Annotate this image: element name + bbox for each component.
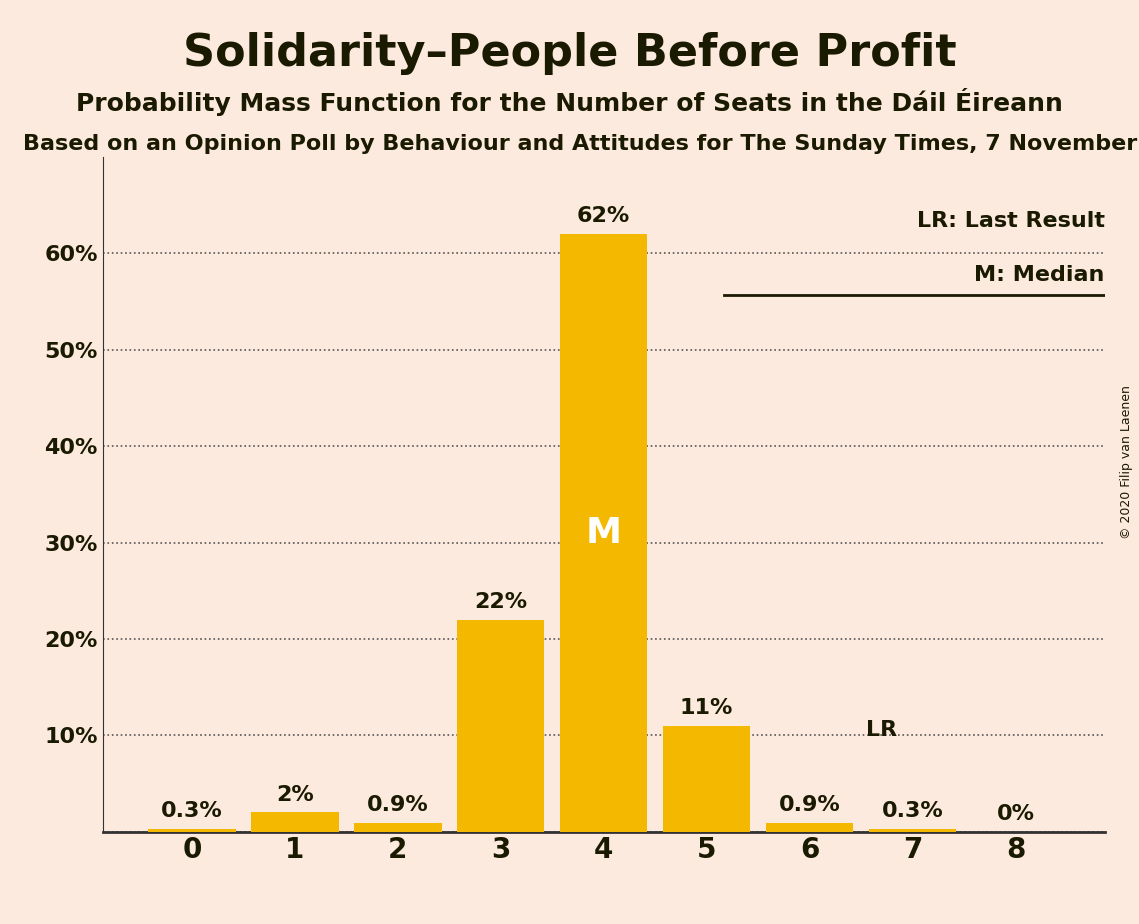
Text: 22%: 22% (474, 592, 527, 612)
Text: © 2020 Filip van Laenen: © 2020 Filip van Laenen (1121, 385, 1133, 539)
Text: 0.3%: 0.3% (882, 801, 943, 821)
Text: 0.9%: 0.9% (779, 796, 841, 815)
Bar (560, 234, 647, 832)
Text: 2%: 2% (276, 784, 313, 805)
Bar (457, 620, 544, 832)
Text: LR: LR (867, 721, 898, 740)
Text: LR: Last Result: LR: Last Result (917, 211, 1105, 231)
Text: 62%: 62% (577, 206, 630, 226)
Text: 0.9%: 0.9% (367, 796, 428, 815)
Bar (148, 829, 236, 832)
Text: Based on an Opinion Poll by Behaviour and Attitudes for The Sunday Times, 7 Nove: Based on an Opinion Poll by Behaviour an… (23, 134, 1139, 154)
Text: M: M (585, 516, 622, 550)
Bar (251, 812, 338, 832)
Text: M: Median: M: Median (975, 265, 1105, 285)
Text: Solidarity–People Before Profit: Solidarity–People Before Profit (182, 32, 957, 76)
Bar (354, 823, 442, 832)
Bar (663, 725, 751, 832)
Text: 0.3%: 0.3% (161, 801, 223, 821)
Bar (869, 829, 957, 832)
Text: 0%: 0% (997, 804, 1034, 824)
Text: Probability Mass Function for the Number of Seats in the Dáil Éireann: Probability Mass Function for the Number… (76, 88, 1063, 116)
Text: 11%: 11% (680, 698, 734, 718)
Bar (765, 823, 853, 832)
